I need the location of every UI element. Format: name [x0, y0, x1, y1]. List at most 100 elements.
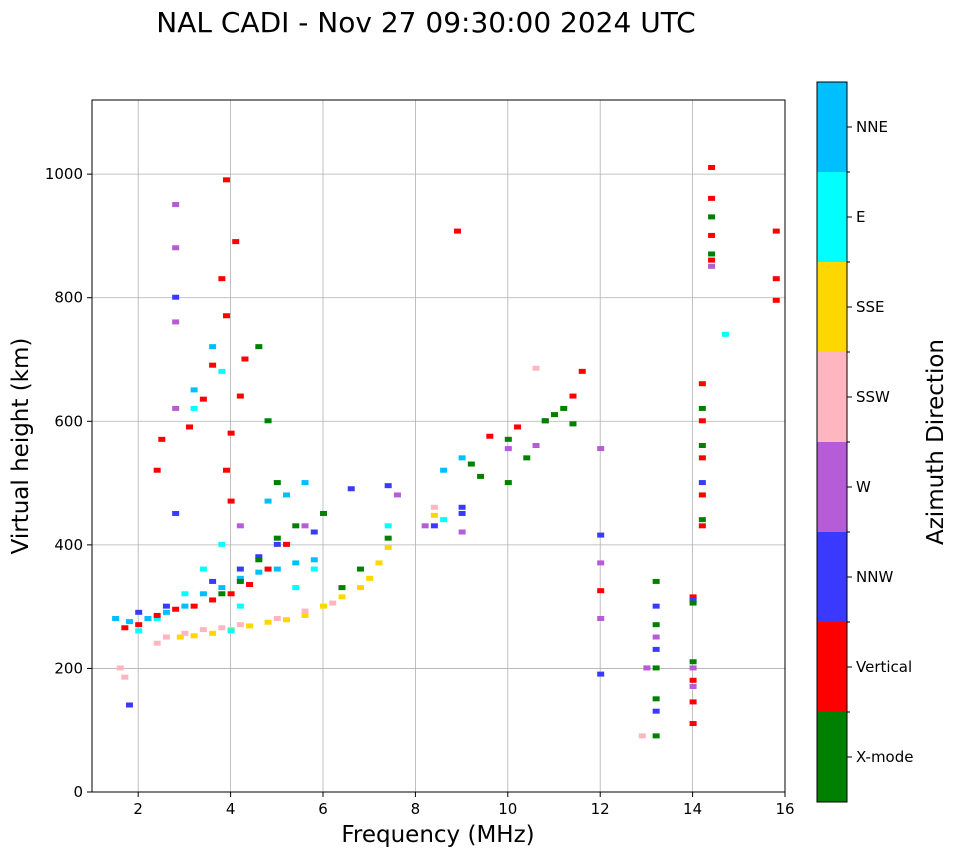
- echo-point: [222, 177, 230, 183]
- echo-point: [116, 665, 124, 671]
- echo-point: [310, 529, 318, 535]
- echo-point: [255, 569, 263, 575]
- echo-point: [532, 365, 540, 371]
- echo-point: [236, 575, 244, 581]
- colorbar-segment: [817, 442, 847, 532]
- echo-point: [652, 622, 660, 628]
- echo-point: [264, 498, 272, 504]
- echo-point: [652, 708, 660, 714]
- echo-point: [222, 467, 230, 473]
- echo-point: [320, 510, 327, 516]
- echo-point: [329, 600, 337, 606]
- echo-point: [689, 659, 697, 665]
- echo-point: [597, 616, 605, 621]
- colorbar-tick-label: NNW: [856, 568, 893, 586]
- echo-point: [356, 566, 364, 572]
- x-axis-ticks: 2 4 6 8 10 12 14 16: [133, 792, 795, 818]
- colorbar-tick-label: W: [856, 478, 871, 496]
- x-tick-label: 12: [591, 800, 610, 818]
- echo-point: [453, 228, 461, 234]
- echo-point: [199, 566, 207, 572]
- echo-point: [689, 677, 697, 683]
- echo-point: [486, 433, 494, 439]
- echo-point: [218, 625, 226, 631]
- echo-point: [597, 446, 605, 452]
- echo-point: [135, 622, 143, 628]
- echo-point: [283, 541, 291, 547]
- echo-point: [172, 245, 180, 251]
- echo-point: [190, 405, 198, 411]
- echo-point: [698, 492, 706, 498]
- echo-point: [236, 578, 244, 584]
- echo-point: [209, 344, 217, 350]
- echo-point: [375, 560, 383, 566]
- echo-point: [301, 612, 309, 618]
- echo-point: [227, 628, 235, 634]
- echo-point: [273, 480, 281, 486]
- echo-point: [320, 603, 327, 609]
- data-marks: [112, 164, 780, 739]
- echo-point: [597, 532, 605, 538]
- echo-point: [551, 412, 558, 418]
- colorbar-label: Azimuth Direction: [923, 339, 949, 545]
- echo-point: [772, 228, 780, 234]
- echo-point: [421, 523, 429, 529]
- echo-point: [532, 443, 540, 448]
- y-axis-ticks: 0 200 400 600 800 1000: [45, 165, 92, 801]
- echo-point: [440, 467, 448, 473]
- echo-point: [209, 578, 217, 584]
- echo-point: [384, 544, 392, 550]
- echo-point: [458, 529, 466, 535]
- echo-point: [772, 297, 780, 303]
- echo-point: [264, 619, 272, 625]
- echo-point: [227, 498, 235, 504]
- echo-point: [477, 473, 485, 479]
- echo-point: [246, 582, 254, 588]
- echo-point: [186, 424, 194, 430]
- echo-point: [458, 455, 466, 461]
- echo-point: [652, 733, 660, 739]
- echo-point: [301, 523, 309, 529]
- echo-point: [652, 696, 660, 702]
- echo-point: [218, 541, 226, 547]
- echo-point: [153, 467, 161, 473]
- echo-point: [292, 560, 300, 566]
- echo-point: [698, 523, 706, 529]
- colorbar-border: [816, 81, 848, 803]
- echo-point: [338, 594, 346, 600]
- echo-point: [236, 622, 244, 628]
- echo-point: [301, 608, 309, 614]
- echo-point: [218, 276, 226, 282]
- grid-lines: [92, 100, 786, 793]
- echo-point: [638, 733, 646, 739]
- echo-point: [310, 566, 318, 572]
- echo-point: [218, 585, 226, 591]
- echo-point: [199, 591, 207, 597]
- echo-point: [236, 566, 244, 572]
- echo-point: [652, 646, 660, 652]
- echo-point: [218, 591, 226, 597]
- echo-point: [569, 393, 577, 399]
- echo-point: [209, 597, 217, 603]
- echo-point: [153, 616, 161, 621]
- echo-point: [273, 616, 281, 621]
- echo-point: [689, 683, 697, 689]
- echo-point: [643, 665, 651, 671]
- echo-point: [227, 430, 235, 436]
- echo-point: [393, 492, 401, 498]
- echo-point: [440, 517, 448, 523]
- echo-point: [176, 634, 184, 640]
- x-tick-label: 8: [411, 800, 421, 818]
- echo-point: [172, 405, 180, 411]
- echo-point: [338, 585, 346, 591]
- colorbar-segment: [817, 262, 847, 352]
- colorbar-segment: [817, 622, 847, 712]
- echo-point: [264, 566, 272, 572]
- echo-point: [652, 665, 660, 671]
- echo-point: [125, 702, 133, 708]
- echo-point: [698, 381, 706, 387]
- echo-point: [698, 443, 706, 448]
- echo-point: [121, 625, 129, 631]
- echo-point: [708, 257, 716, 263]
